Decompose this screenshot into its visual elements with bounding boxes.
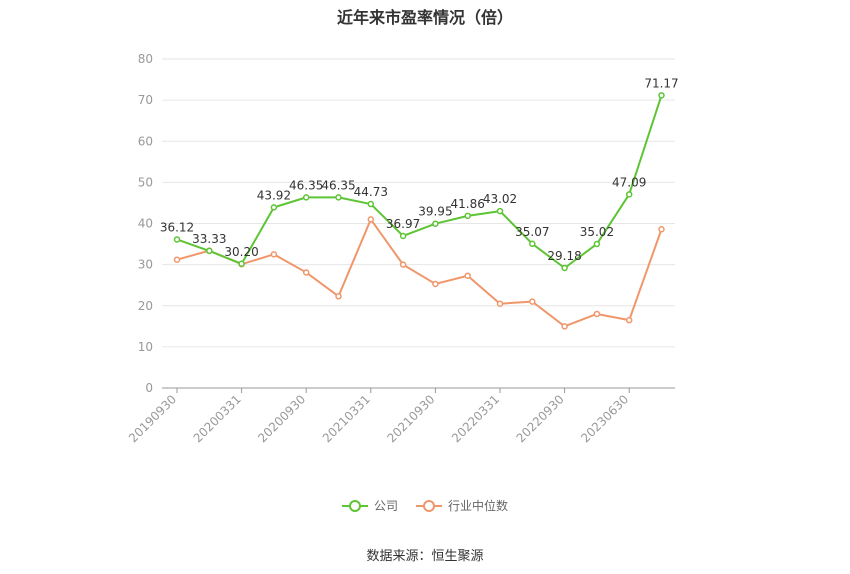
data-label-company: 46.35 xyxy=(321,178,355,192)
x-tick-label: 20210930 xyxy=(384,392,437,445)
point-company xyxy=(593,240,601,248)
point-industry-median xyxy=(593,310,601,318)
point-industry-median xyxy=(173,256,181,263)
chart-title: 近年来市盈率情况（倍） xyxy=(336,8,513,27)
y-tick-label: 60 xyxy=(138,134,153,148)
point-industry-median xyxy=(302,269,310,276)
point-industry-median xyxy=(625,316,633,324)
y-tick-label: 0 xyxy=(145,381,153,395)
chart-legend: 公司 行业中位数 xyxy=(0,497,850,514)
point-company xyxy=(432,220,439,227)
point-company xyxy=(399,232,407,240)
data-label-company: 43.02 xyxy=(483,192,517,206)
data-label-company: 44.73 xyxy=(354,185,388,199)
point-company xyxy=(302,194,310,201)
point-industry-median xyxy=(367,216,375,223)
data-label-company: 36.97 xyxy=(386,217,420,231)
data-label-company: 46.35 xyxy=(289,178,323,192)
y-tick-label: 40 xyxy=(138,217,153,231)
y-tick-label: 70 xyxy=(138,93,153,107)
point-industry-median xyxy=(496,300,504,307)
legend-label-industry-median: 行业中位数 xyxy=(448,499,509,513)
point-company xyxy=(270,204,278,211)
series-line-company xyxy=(176,95,663,269)
data-label-company: 39.95 xyxy=(418,205,452,219)
data-label-company: 29.18 xyxy=(547,249,581,263)
legend-label-company: 公司 xyxy=(373,499,398,513)
point-industry-median xyxy=(561,323,568,330)
data-label-company: 33.33 xyxy=(192,232,226,246)
point-company xyxy=(529,240,536,248)
y-tick-label: 10 xyxy=(138,340,153,354)
point-company xyxy=(658,92,665,99)
x-tick-label: 20190930 xyxy=(126,392,179,445)
point-company xyxy=(238,260,245,268)
x-tick-label: 20220930 xyxy=(514,392,567,445)
y-tick-label: 80 xyxy=(138,52,153,66)
legend-marker-industry-median xyxy=(416,499,442,512)
data-label-company: 30.20 xyxy=(224,245,258,259)
point-industry-median xyxy=(399,261,407,268)
data-label-company: 43.92 xyxy=(257,188,291,202)
x-tick-label: 20230630 xyxy=(578,392,631,445)
data-label-company: 35.02 xyxy=(580,225,614,239)
point-industry-median xyxy=(335,293,342,300)
point-company xyxy=(496,207,504,215)
point-company xyxy=(464,212,471,220)
point-company xyxy=(206,247,213,255)
data-label-company: 47.09 xyxy=(612,175,646,189)
data-label-company: 41.86 xyxy=(451,197,485,211)
point-company xyxy=(625,191,633,198)
point-industry-median xyxy=(270,251,278,258)
point-industry-median xyxy=(529,298,536,305)
x-tick-label: 20200930 xyxy=(255,392,308,445)
y-tick-label: 50 xyxy=(138,175,153,189)
legend-item-industry-median[interactable]: 行业中位数 xyxy=(416,497,508,514)
point-industry-median xyxy=(658,226,665,233)
legend-marker-company xyxy=(341,499,368,512)
point-company xyxy=(561,264,568,272)
point-company xyxy=(367,200,375,208)
point-company xyxy=(173,236,181,243)
y-tick-label: 20 xyxy=(138,299,153,313)
x-tick-label: 20210331 xyxy=(320,392,373,445)
point-industry-median xyxy=(432,280,439,288)
legend-item-company[interactable]: 公司 xyxy=(341,497,398,514)
data-source-note: 数据来源：恒生聚源 xyxy=(366,549,484,564)
point-company xyxy=(335,194,342,201)
series-line-industry-median xyxy=(176,218,663,328)
y-tick-label: 30 xyxy=(138,258,153,272)
data-label-company: 35.07 xyxy=(515,225,549,239)
data-label-company: 36.12 xyxy=(160,220,194,234)
x-tick-label: 20220331 xyxy=(449,392,502,445)
x-tick-label: 20200331 xyxy=(191,392,244,445)
data-label-company: 71.17 xyxy=(644,76,678,90)
point-industry-median xyxy=(464,272,471,279)
